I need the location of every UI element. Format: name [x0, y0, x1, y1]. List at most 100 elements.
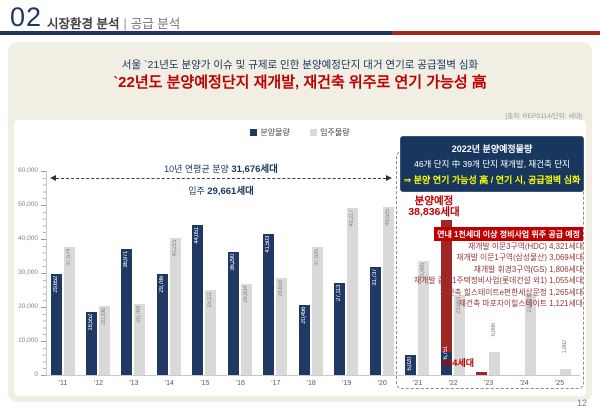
- x-axis-label: '16: [235, 380, 245, 387]
- bar-movein: [418, 261, 430, 375]
- bar-value-label: 26,834: [242, 286, 249, 303]
- y-axis-tick-label: 60,000: [18, 167, 38, 174]
- header-rule-red: [392, 31, 600, 35]
- legend-swatch-presale: [250, 129, 258, 136]
- chart-source: [출처: REPS114/단위: 세대]: [505, 113, 582, 120]
- avg-line1-value: 31,676세대: [231, 164, 278, 175]
- page-title-main: 시장환경 분석: [47, 17, 120, 31]
- callout-line1: 서울 `21년도 분양가 이슈 및 규제로 인한 분양예정단지 대거 연기로 공…: [121, 59, 479, 71]
- bar-movein: [560, 369, 572, 375]
- bar-presale: [85, 312, 97, 375]
- bar-value-label: 49,217: [349, 210, 356, 227]
- x-axis-label: '24: [519, 380, 529, 387]
- bar-presale: [440, 352, 452, 375]
- bar-presale-expected: [440, 220, 452, 352]
- bar-value-label: 20,768: [136, 306, 143, 323]
- supply-plan-item: 재개발 휘경3구역(GS) 1,806세대: [473, 264, 583, 274]
- x-axis-label: '14: [164, 380, 174, 387]
- bar-movein: [205, 290, 217, 375]
- avg-line2-value: 29,661세대: [207, 186, 254, 197]
- small-bar-label: 954세대: [442, 358, 474, 368]
- legend-swatch-movein: [310, 129, 318, 136]
- bar-value-label: 36,971: [123, 251, 130, 268]
- x-axis-label: '22: [448, 380, 458, 387]
- supply-plan-item: 재건축 힐스테이트e편한세상문정 1,265세대: [440, 287, 583, 297]
- info-box-line2: 46개 단지 中 39개 단지 재개발, 재건축 단지: [414, 159, 570, 169]
- bar-movein: [98, 306, 110, 375]
- y-axis-tick-label: 30,000: [18, 269, 38, 276]
- bar-value-label: 28,616: [278, 280, 285, 297]
- bar-movein: [134, 304, 146, 375]
- x-axis-label: '21: [413, 380, 423, 387]
- x-axis-label: '13: [129, 380, 139, 387]
- y-axis-tick: [41, 375, 46, 376]
- supply-plan-item: 재개발 이문1구역(삼성물산) 3,069세대: [456, 253, 583, 263]
- y-axis-tick-label: 20,000: [18, 303, 38, 310]
- supply-plan-item: 재개발 중화1주택정비사업(롯데건설 외1) 1,055세대: [414, 276, 583, 286]
- bar-movein: [311, 247, 323, 375]
- bar-value-label: 25,111: [207, 292, 214, 308]
- legend-item-movein: 입주물량: [310, 128, 350, 137]
- bar-value-label: 18,552: [87, 314, 94, 331]
- bar-presale-expected: [476, 372, 488, 375]
- bar-value-label: 1,882: [562, 340, 569, 354]
- avg-annotation-line2: 입주 29,661세대: [50, 183, 392, 197]
- y-axis-tick-label: 50,000: [18, 201, 38, 208]
- bar-movein: [347, 208, 359, 375]
- info-box-line1: 2022년 분양예정물량: [451, 144, 533, 154]
- x-axis-label: '12: [93, 380, 104, 387]
- y-axis-tick-label: 0: [34, 371, 38, 378]
- bar-presale: [192, 225, 204, 375]
- bar-value-label: 44,051: [194, 227, 201, 244]
- chart-legend: 분양물량 입주물량: [0, 127, 600, 138]
- y-axis-tick: [41, 205, 46, 206]
- bar-value-label: 49,525: [384, 209, 391, 226]
- bar-presale: [369, 267, 381, 375]
- x-axis-label: '20: [377, 380, 387, 387]
- y-axis-tick: [41, 239, 46, 240]
- bar-value-label: 36,290: [229, 254, 236, 271]
- bar-value-label: 20,336: [100, 308, 107, 325]
- bar-value-label: 41,503: [265, 236, 272, 253]
- supply-plan-list: 재개발 이문3구역(HDC) 4,321세대 재개발 이문1구역(삼성물산) 3,…: [414, 241, 583, 309]
- supply-plan-item: 재건축 마포자이힐스테이트 1,121세대: [458, 299, 583, 309]
- x-axis-line: [46, 375, 580, 376]
- avg-line2-label: 입주: [188, 186, 205, 196]
- bar-movein: [240, 284, 252, 375]
- bar-presale: [121, 249, 133, 375]
- bar-value-label: 37,535: [313, 249, 320, 266]
- callout-line2: `22년도 분양예정단지 재개발, 재건축 위주로 연기 가능성 高: [113, 74, 487, 91]
- avg-annotation-line1: 10년 연평균 분양 31,676세대: [50, 161, 392, 175]
- forecast-info-box: 2022년 분양예정물량 46개 단지 中 39개 단지 재개발, 재건축 단지…: [400, 136, 584, 192]
- supply-plan-headline: 연내 1천세대 이상 정비사업 위주 공급 예정: [434, 227, 583, 241]
- expected-supply-title: 분양예정: [414, 195, 454, 207]
- bar-presale: [227, 252, 239, 375]
- page-title-separator: |: [123, 17, 127, 31]
- bar-movein: [169, 238, 181, 375]
- bar-movein: [63, 247, 75, 375]
- bar-value-label: 37,574: [65, 249, 72, 266]
- info-box-line3: ⇒ 분양 연기 가능성 高 / 연기 시, 공급절벽 심화: [403, 175, 581, 185]
- bar-movein: [524, 294, 536, 375]
- slide-number: 02: [10, 2, 43, 32]
- y-axis-tick-label: 10,000: [18, 337, 38, 344]
- bar-presale: [156, 274, 168, 375]
- bar-value-label: 40,215: [171, 240, 178, 257]
- header-rule-navy: [0, 31, 392, 35]
- x-axis-label: '15: [200, 380, 210, 387]
- x-axis-label: '18: [306, 380, 316, 387]
- bar-presale: [334, 283, 346, 375]
- page-title: 시장환경 분석 | 공급 분석: [47, 13, 180, 32]
- bar-value-label: 6,020: [407, 357, 414, 371]
- x-axis-label: '25: [554, 380, 565, 387]
- page-title-sub: 공급 분석: [130, 17, 181, 31]
- bar-presale: [263, 234, 275, 375]
- bar-movein: [453, 295, 465, 375]
- legend-item-presale: 분양물량: [250, 128, 290, 137]
- bar-presale: [405, 355, 417, 375]
- y-axis-line: [46, 171, 47, 375]
- bar-movein: [382, 207, 394, 375]
- y-axis-tick: [41, 307, 46, 308]
